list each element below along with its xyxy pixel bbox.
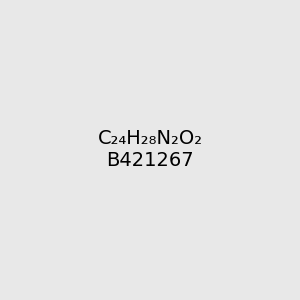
Text: C₂₄H₂₈N₂O₂
B421267: C₂₄H₂₈N₂O₂ B421267	[98, 130, 202, 170]
